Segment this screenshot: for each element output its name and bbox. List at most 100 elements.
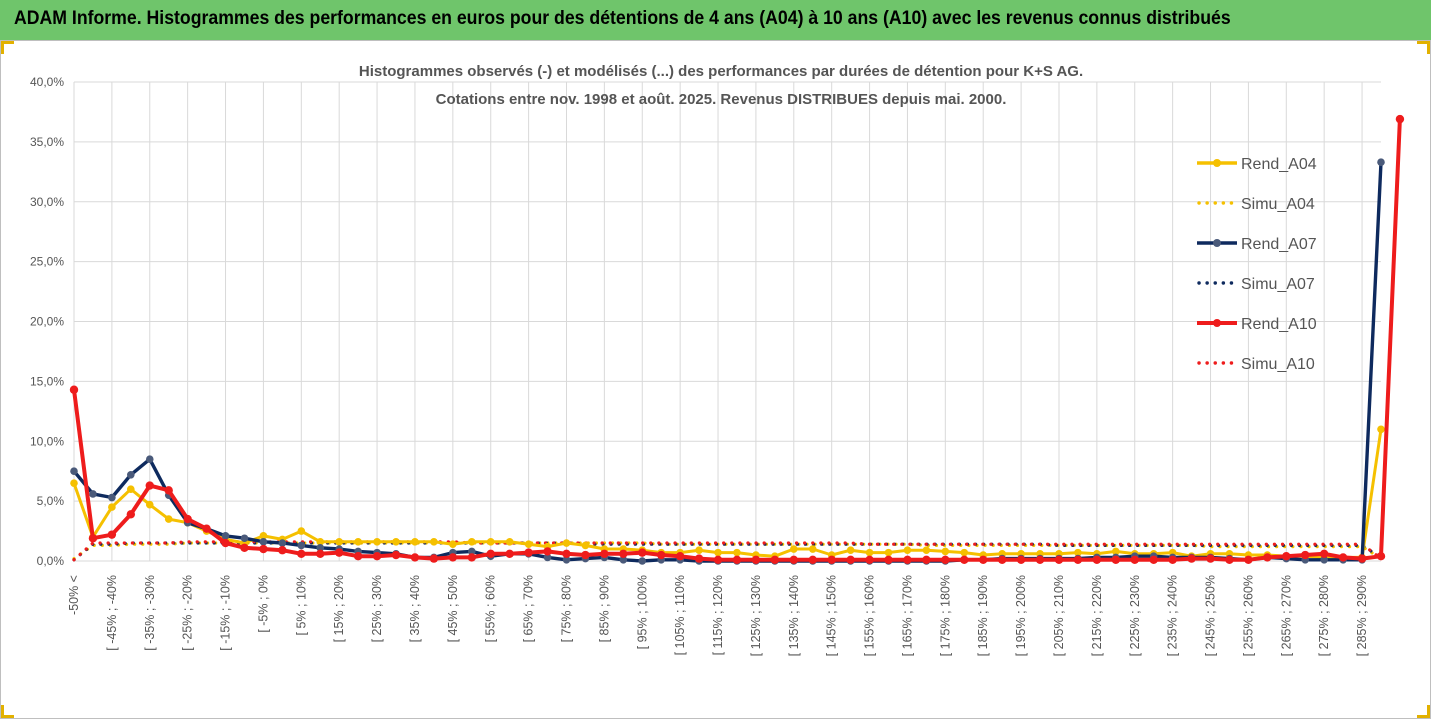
data-point	[1338, 553, 1348, 562]
data-point	[448, 553, 458, 562]
chart-frame: Histogrammes observés (-) et modélisés (…	[0, 40, 1431, 719]
y-tick-label: 5,0%	[37, 494, 65, 508]
data-point	[259, 532, 268, 540]
data-point	[562, 539, 571, 547]
data-point	[221, 532, 230, 540]
data-point	[391, 550, 401, 560]
x-tick-label: [ 255% ; 260%	[1241, 575, 1255, 656]
x-tick-label: [ 135% ; 140%	[787, 575, 801, 656]
x-tick-label: [ 265% ; 270%	[1279, 575, 1293, 656]
series-line	[72, 119, 1402, 562]
data-point	[960, 548, 969, 557]
data-point	[240, 534, 249, 543]
data-point	[695, 546, 703, 555]
data-point	[1263, 553, 1272, 562]
data-point	[69, 385, 79, 394]
data-point	[562, 556, 571, 564]
data-point	[808, 545, 817, 553]
data-point	[903, 546, 912, 555]
legend-label: Simu_A10	[1241, 356, 1315, 373]
x-tick-label: [ -15% ; -10%	[219, 575, 233, 651]
data-point	[922, 555, 931, 565]
data-point	[657, 550, 666, 560]
chart: Histogrammes observés (-) et modélisés (…	[30, 63, 1405, 656]
x-tick-label: [ 165% ; 170%	[900, 575, 914, 656]
data-point	[1319, 549, 1329, 559]
data-point	[979, 555, 988, 565]
data-point	[126, 510, 136, 519]
data-point	[903, 555, 912, 565]
data-point	[164, 515, 173, 523]
data-point	[183, 514, 192, 524]
data-point	[145, 481, 154, 490]
data-point	[543, 553, 552, 562]
data-point	[694, 554, 704, 563]
x-tick-label: [ 245% ; 250%	[1204, 575, 1218, 656]
legend: Rend_A04 Simu_A04 Rend_A07 Simu_A07 Rend_A10…	[1197, 156, 1317, 373]
x-tick-label: [ 215% ; 220%	[1090, 575, 1104, 656]
data-point	[922, 546, 931, 555]
x-tick-label: [ 105% ; 110%	[673, 575, 687, 655]
data-point	[127, 485, 135, 493]
data-point	[1301, 550, 1310, 560]
data-point	[259, 538, 268, 546]
y-tick-label: 30,0%	[30, 195, 64, 209]
data-point	[505, 538, 514, 546]
data-point	[865, 548, 874, 557]
y-tick-label: 20,0%	[30, 315, 64, 329]
series-lines	[69, 114, 1405, 565]
data-point	[1016, 555, 1026, 565]
x-tick-label: [ 205% ; 210%	[1052, 575, 1066, 656]
data-point	[846, 546, 855, 555]
data-point	[789, 545, 798, 553]
legend-label: Rend_A10	[1241, 316, 1317, 333]
data-point	[581, 541, 590, 550]
data-point	[675, 552, 685, 561]
data-point	[202, 524, 211, 533]
data-point	[334, 548, 344, 557]
data-point	[297, 549, 306, 559]
data-point	[997, 555, 1007, 565]
data-point	[108, 503, 116, 511]
data-point	[335, 538, 343, 546]
data-point	[524, 548, 533, 557]
x-tick-label: [ 195% ; 200%	[1014, 575, 1028, 656]
data-point	[316, 538, 325, 546]
y-tick-label: 10,0%	[30, 434, 64, 448]
y-tick-label: 40,0%	[30, 75, 64, 89]
data-point	[297, 541, 306, 550]
x-tick-label: [ 235% ; 240%	[1166, 575, 1180, 656]
data-point	[1073, 555, 1083, 565]
data-point	[1244, 555, 1253, 565]
data-point	[1376, 552, 1386, 561]
x-tick-label: [ 125% ; 130%	[749, 575, 763, 656]
legend-label: Simu_A04	[1241, 196, 1315, 213]
data-point	[372, 552, 382, 561]
data-point	[354, 538, 362, 546]
x-tick-label: [ -45% ; -40%	[105, 575, 119, 651]
gridlines	[73, 81, 1381, 562]
data-point	[827, 555, 836, 565]
legend-label: Rend_A04	[1241, 156, 1317, 173]
data-point	[449, 540, 457, 549]
data-point	[960, 555, 969, 565]
x-tick-label: [ 145% ; 150%	[825, 575, 839, 656]
y-tick-label: 0,0%	[37, 554, 65, 568]
data-point	[70, 467, 78, 475]
data-point	[429, 554, 439, 563]
data-point	[1206, 554, 1215, 563]
x-tick-label: [ 75% ; 80%	[559, 575, 573, 642]
data-point	[127, 470, 135, 479]
x-tick-label: [ 155% ; 160%	[863, 575, 877, 656]
legend-label: Rend_A07	[1241, 236, 1317, 253]
data-point	[638, 548, 647, 557]
x-tick-label: [ -25% ; -20%	[181, 575, 195, 651]
chart-subtitle: Cotations entre nov. 1998 et août. 2025.…	[436, 91, 1007, 108]
data-point	[543, 547, 552, 556]
data-point	[1035, 555, 1045, 565]
data-point	[410, 553, 420, 562]
data-point	[70, 479, 78, 487]
data-point	[1395, 114, 1405, 124]
x-tick-label: [ 85% ; 90%	[597, 575, 611, 642]
data-point	[1111, 555, 1121, 565]
